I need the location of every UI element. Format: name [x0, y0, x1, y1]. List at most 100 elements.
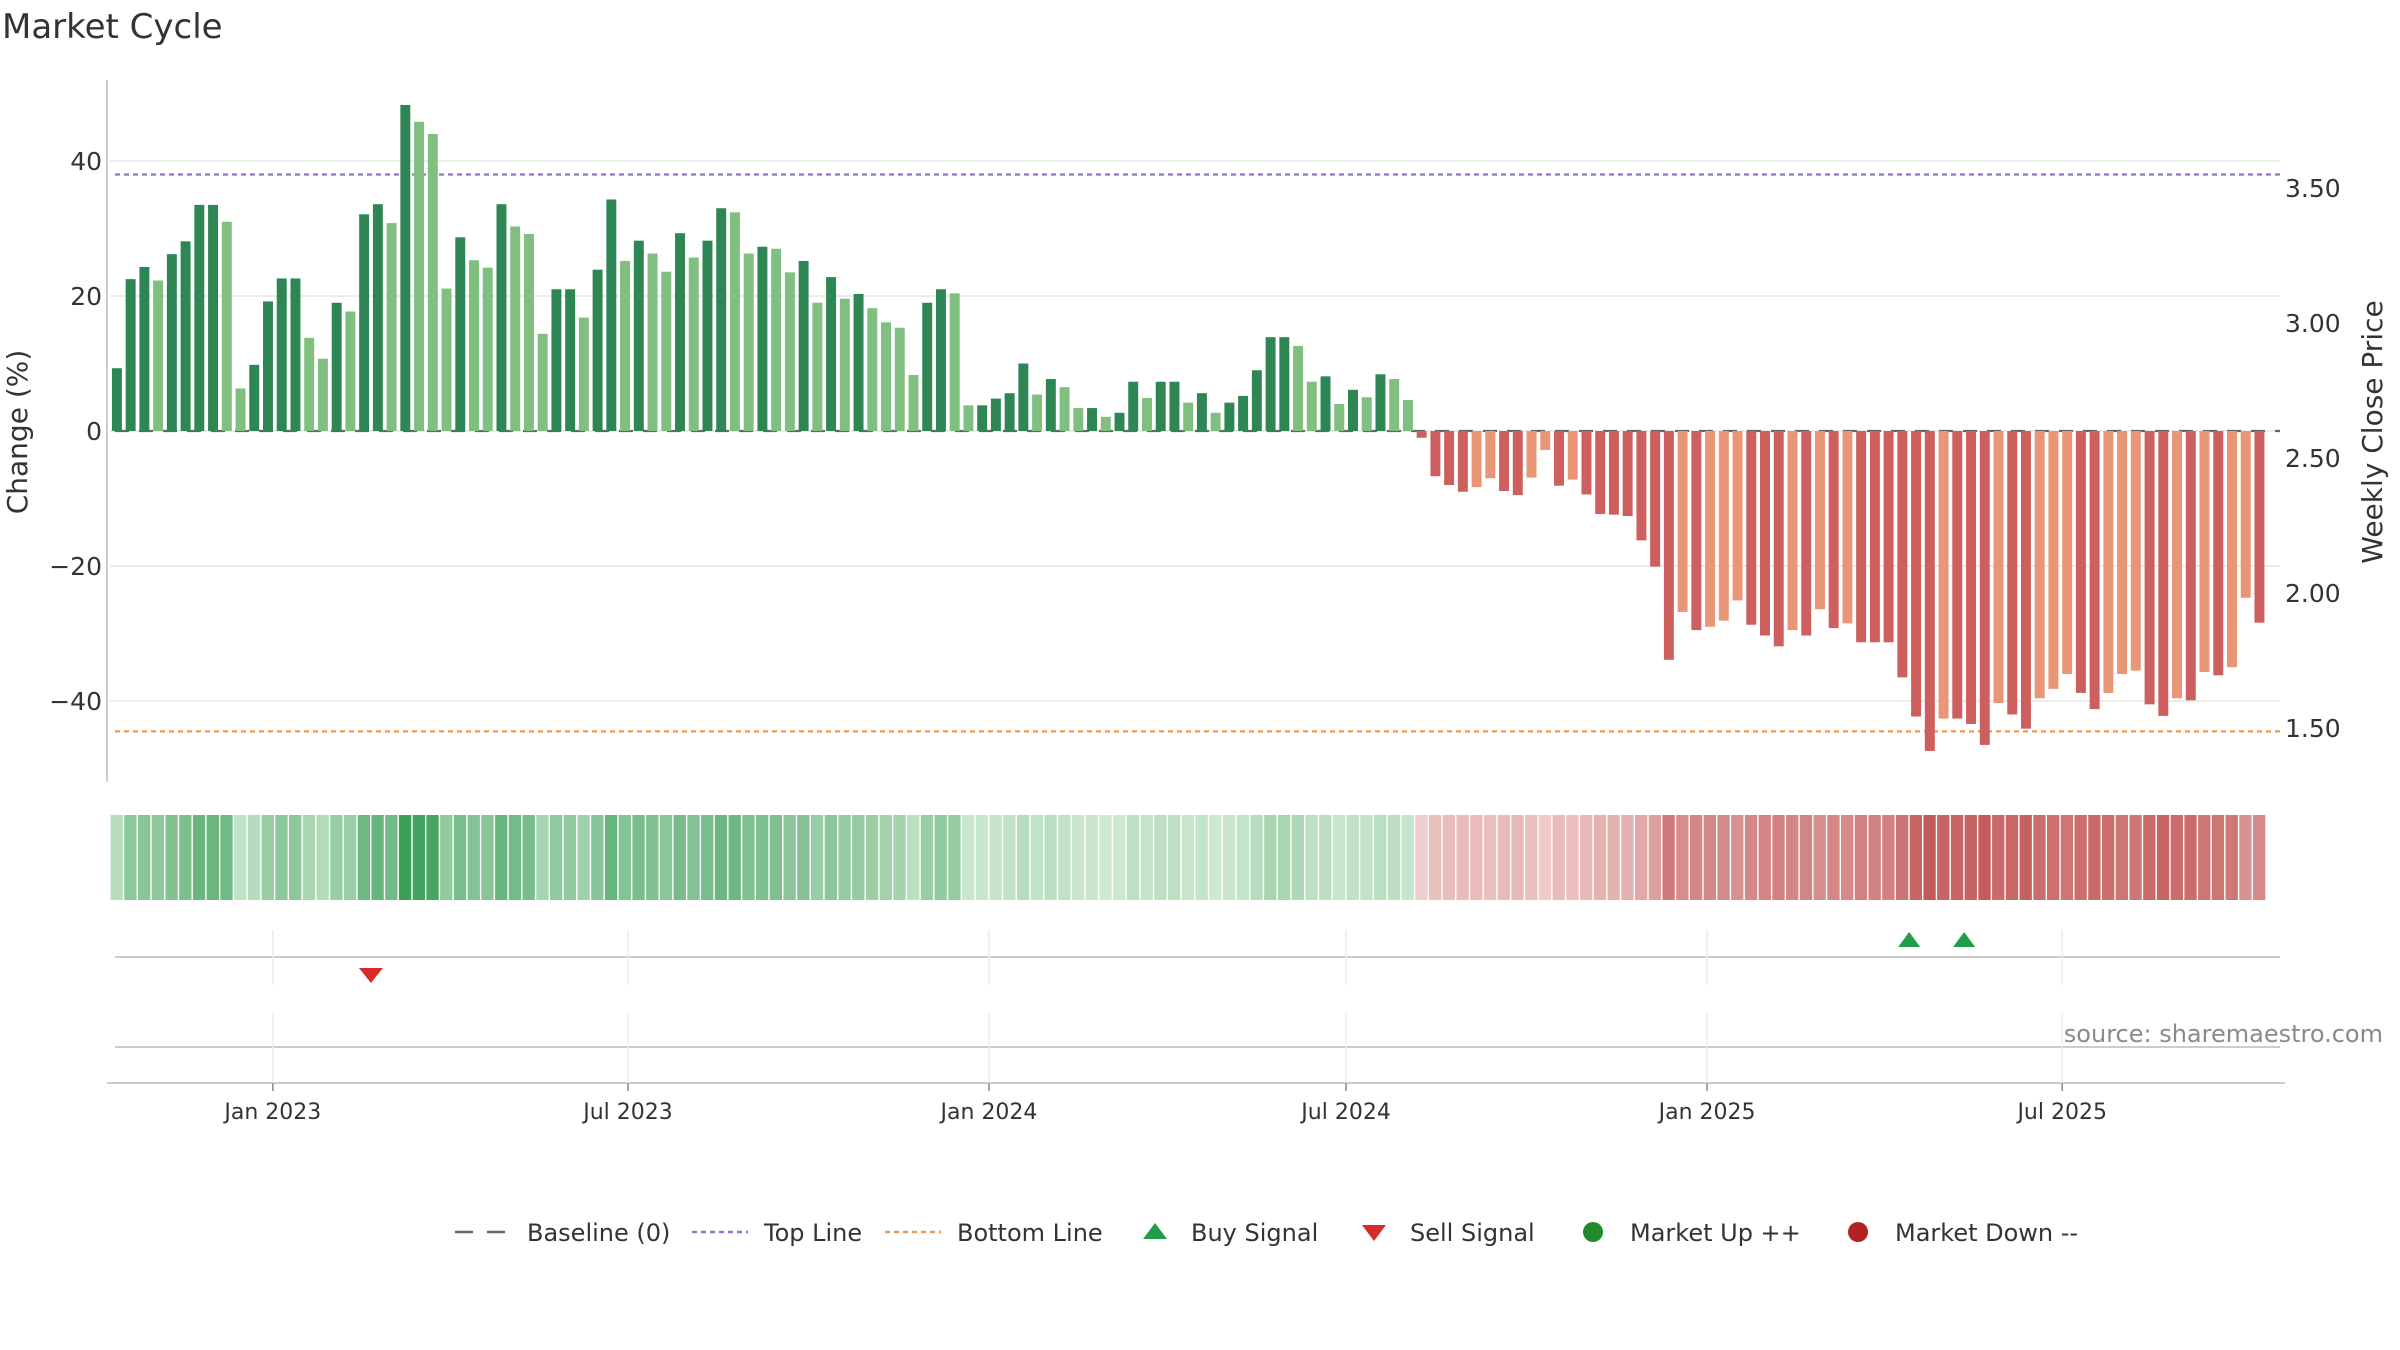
bar: [1526, 431, 1537, 478]
heat-cell: [1525, 815, 1538, 900]
bar: [1554, 431, 1564, 486]
bar: [208, 204, 219, 431]
legend-swatch-sell: [1362, 1225, 1386, 1241]
heat-cell: [673, 815, 686, 900]
bar: [867, 308, 878, 431]
x-tick-label: Jan 2025: [1657, 1100, 1756, 1125]
heat-cell: [330, 815, 343, 900]
bar: [771, 248, 782, 431]
sell-signal-marker: [358, 968, 383, 983]
bar: [125, 279, 136, 431]
heat-cell: [1483, 815, 1497, 900]
heat-cell: [810, 815, 824, 900]
heat-cell: [632, 815, 645, 900]
heat-cell: [824, 815, 837, 900]
legend-label: Top Line: [763, 1219, 862, 1247]
heat-cell: [1003, 815, 1016, 900]
bar: [1375, 374, 1386, 431]
heat-cell: [206, 815, 219, 900]
heat-cell: [1607, 815, 1620, 900]
heat-cell: [467, 815, 480, 900]
heat-cell: [1648, 815, 1662, 900]
bar: [469, 260, 479, 431]
heat-cell: [1497, 815, 1510, 900]
bar: [1636, 431, 1647, 541]
bar: [606, 199, 617, 431]
x-tick-label: Jan 2024: [939, 1100, 1038, 1125]
bar: [729, 212, 740, 431]
bar: [881, 322, 892, 431]
heat-cell: [1909, 815, 1922, 900]
heat-cell: [289, 815, 302, 900]
heat-cell: [1181, 815, 1195, 900]
bar: [1183, 402, 1194, 431]
bar: [2226, 431, 2237, 668]
heat-cell: [1827, 815, 1840, 900]
bar: [1114, 412, 1125, 431]
bar: [1966, 431, 1977, 724]
heat-cell: [2198, 815, 2211, 900]
legend: Baseline (0) Top Line Bottom Line Buy Signa…: [455, 1219, 2078, 1247]
heat-cell: [756, 815, 769, 900]
bar: [249, 364, 260, 431]
bar: [1073, 408, 1084, 431]
heat-cell: [2225, 815, 2238, 900]
bar: [317, 358, 328, 431]
heat-cell: [1374, 815, 1387, 900]
bar: [757, 246, 768, 431]
heat-cell: [1168, 815, 1181, 900]
heat-cell: [398, 815, 412, 900]
bar: [1897, 431, 1908, 678]
bar: [1869, 431, 1880, 643]
heat-cell: [1689, 815, 1703, 900]
bar: [908, 374, 919, 431]
heat-cell: [1236, 815, 1250, 900]
bar: [784, 272, 795, 431]
bar: [935, 289, 946, 431]
heat-cell: [1099, 815, 1112, 900]
heat-cell: [1937, 815, 1950, 900]
heat-cell: [2088, 815, 2101, 900]
heat-cell: [1538, 815, 1552, 900]
heat-cell: [2115, 815, 2129, 900]
bar: [1979, 431, 1990, 745]
bar: [1224, 402, 1235, 431]
bar: [510, 226, 521, 431]
bar: [1856, 431, 1867, 643]
legend-item-baseline: Baseline (0): [455, 1219, 670, 1247]
heat-cell: [2101, 815, 2115, 900]
heat-cell: [2005, 815, 2019, 900]
heat-cell: [1140, 815, 1153, 900]
bar: [578, 317, 589, 431]
heat-cell: [1415, 815, 1428, 900]
heat-cell: [618, 815, 631, 900]
heat-cell: [1511, 815, 1524, 900]
axes: 40 20 0 −20 −40 3.50 3.00 2.50 2.00 1.50: [49, 80, 2341, 782]
bar: [1567, 431, 1578, 480]
bar: [386, 223, 397, 431]
heat-cell: [453, 815, 467, 900]
bar: [1361, 397, 1372, 431]
bar: [1059, 387, 1070, 431]
heat-cell: [1113, 815, 1126, 900]
bar: [1677, 431, 1688, 612]
heat-cell: [907, 815, 920, 900]
heat-cell: [1401, 815, 1414, 900]
bar: [537, 333, 548, 431]
bar: [812, 302, 823, 431]
heat-cell: [1868, 815, 1881, 900]
bar: [1622, 431, 1633, 517]
heat-cell: [316, 815, 329, 900]
heat-cell: [1030, 815, 1044, 900]
heat-cell: [975, 815, 989, 900]
heat-cell: [1717, 815, 1730, 900]
heat-cell: [2074, 815, 2087, 900]
bar: [263, 301, 273, 431]
bar: [359, 214, 370, 431]
heat-cell: [165, 815, 178, 900]
heat-cell: [1044, 815, 1057, 900]
bar: [1402, 399, 1413, 431]
heat-cell: [1593, 815, 1607, 900]
heat-cell: [385, 815, 398, 900]
bar: [1251, 370, 1262, 431]
